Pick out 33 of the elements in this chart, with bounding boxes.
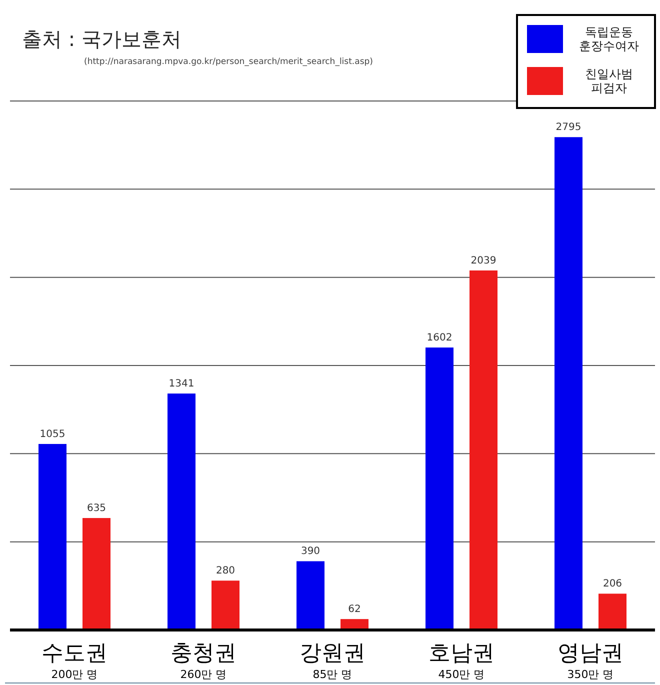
x-tick-label: 충청권 xyxy=(170,641,236,666)
text: 260만 명 xyxy=(180,668,227,681)
legend-label: 독립운동 훈장수여자 xyxy=(579,25,639,53)
data-label: 1055 xyxy=(40,428,66,440)
data-label: 62 xyxy=(348,604,361,616)
x-tick-label: 강원권 xyxy=(300,641,366,666)
x-tick-label: 영남권 xyxy=(558,641,624,666)
bar xyxy=(296,561,324,630)
bar xyxy=(554,137,582,630)
data-label: 2039 xyxy=(470,255,496,266)
bar xyxy=(426,348,454,630)
bar xyxy=(212,580,240,630)
text: 200만 명 xyxy=(51,668,98,681)
bar xyxy=(598,594,626,630)
data-label: 1341 xyxy=(168,378,194,390)
bar xyxy=(470,270,498,630)
data-label: 390 xyxy=(300,546,320,558)
x-tick-label: 수도권 xyxy=(42,641,108,666)
chart-subtitle: (http://narasarang.mpva.go.kr/person_search/merit_search_list.asp) xyxy=(84,57,373,67)
data-label: 280 xyxy=(216,566,236,577)
text: 450만 명 xyxy=(438,668,485,681)
chart-title: 출처 : 국가보훈처 xyxy=(22,27,182,51)
data-label: 635 xyxy=(86,503,106,514)
data-label: 2795 xyxy=(556,122,582,134)
data-label: 206 xyxy=(602,578,622,590)
bar xyxy=(82,518,110,630)
bar xyxy=(38,444,66,630)
data-label: 1602 xyxy=(426,332,452,344)
text: 85만 명 xyxy=(312,668,352,681)
text: 350만 명 xyxy=(567,668,614,681)
legend-label: 친일사범 피검자 xyxy=(585,67,633,95)
bar xyxy=(168,394,196,630)
x-tick-label: 호남권 xyxy=(428,641,494,666)
